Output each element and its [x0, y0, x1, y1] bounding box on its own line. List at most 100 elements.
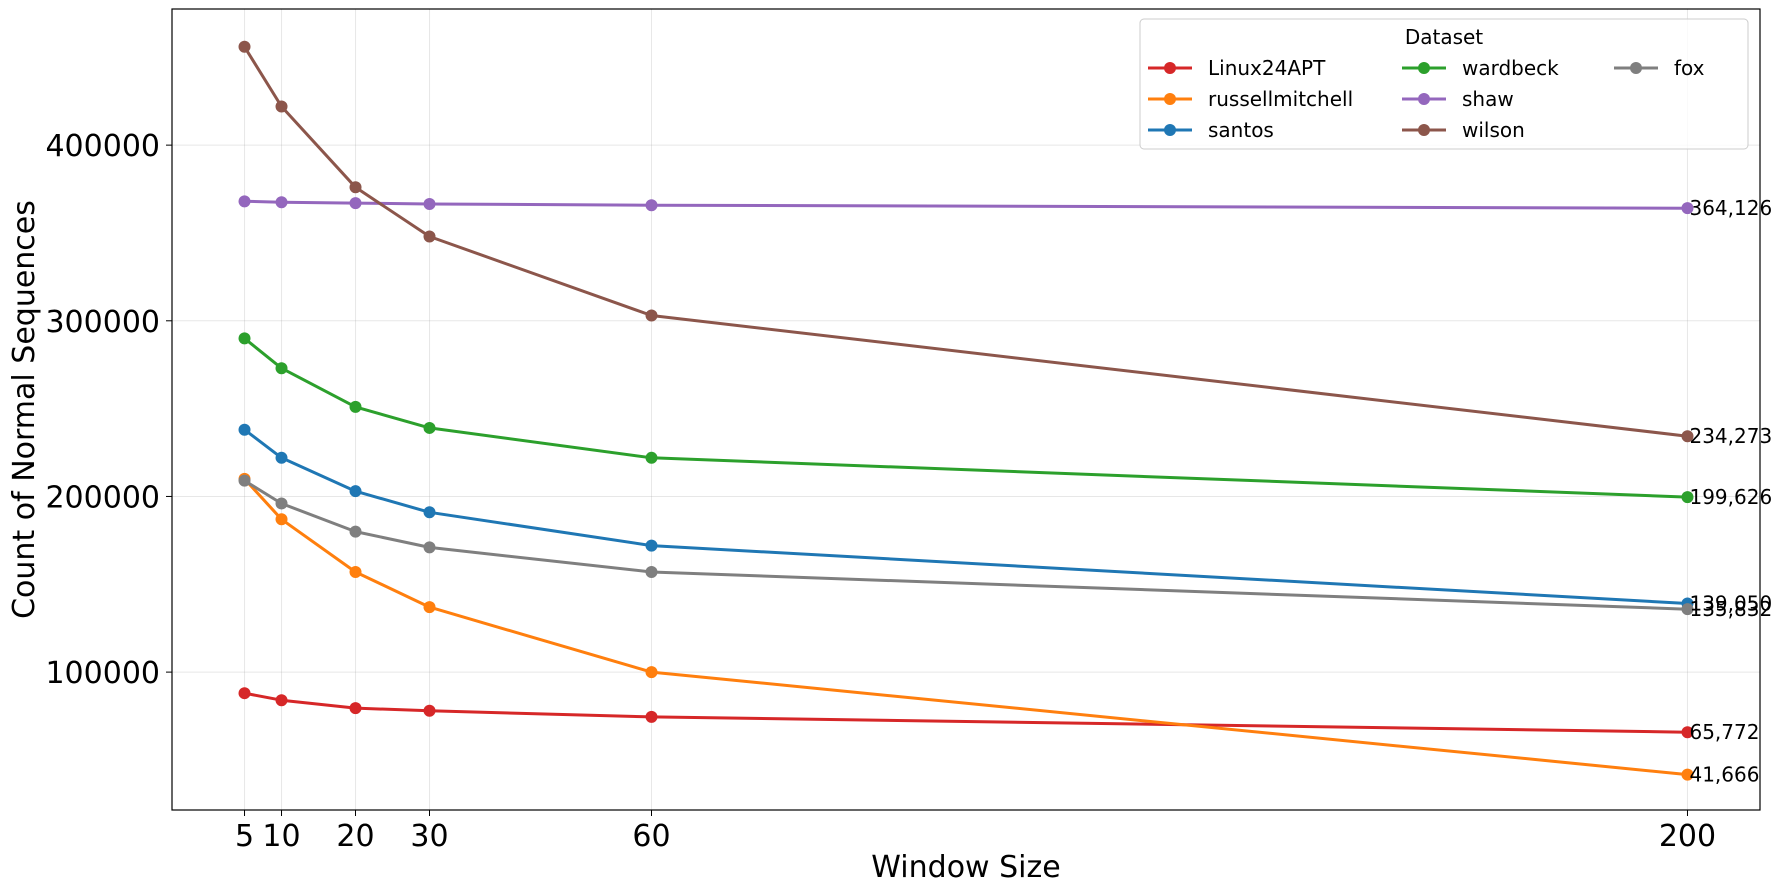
end-value-label: 65,772 — [1689, 720, 1759, 744]
legend-box — [1139, 18, 1749, 150]
data-point — [238, 195, 251, 208]
y-tick-label: 200000 — [45, 480, 160, 515]
legend-swatch-marker — [1164, 93, 1176, 105]
legend: Dataset Linux24APT russellmitchell santos w… — [1139, 18, 1749, 150]
data-point — [1681, 491, 1694, 504]
y-axis-title: Count of Normal Sequences — [7, 200, 42, 619]
data-point — [423, 421, 436, 434]
legend-label: santos — [1208, 118, 1274, 142]
data-point — [423, 506, 436, 519]
series-line — [243, 479, 1688, 611]
x-tick-label: 60 — [632, 819, 670, 854]
data-point — [238, 474, 251, 487]
legend-swatch-marker — [1418, 62, 1430, 74]
legend-label: wardbeck — [1462, 56, 1559, 80]
data-point — [275, 497, 288, 510]
y-tick-label: 100000 — [45, 656, 160, 691]
series-line — [243, 337, 1688, 499]
data-point — [349, 197, 362, 210]
data-point — [275, 196, 288, 209]
data-point — [1681, 768, 1694, 781]
x-tick-label: 200 — [1659, 819, 1716, 854]
end-value-label: 199,626 — [1689, 485, 1772, 509]
data-point — [349, 525, 362, 538]
data-point — [423, 704, 436, 717]
series-line — [243, 428, 1688, 605]
series-wardbeck — [238, 332, 1694, 504]
legend-entry-fox: fox — [1614, 56, 1705, 80]
data-point — [275, 694, 288, 707]
data-point — [349, 400, 362, 413]
legend-label: shaw — [1462, 87, 1514, 111]
x-tick-label: 30 — [410, 819, 448, 854]
legend-entry-wardbeck: wardbeck — [1402, 56, 1559, 80]
legend-title: Dataset — [1405, 25, 1483, 49]
data-point — [423, 197, 436, 210]
series-linux24apt — [238, 687, 1694, 739]
legend-entry-linux24apt: Linux24APT — [1148, 56, 1326, 80]
data-point — [423, 541, 436, 554]
data-point — [1681, 202, 1694, 215]
legend-entry-shaw: shaw — [1402, 87, 1514, 111]
end-value-label: 135,832 — [1689, 597, 1772, 621]
series-line — [243, 477, 1688, 777]
data-point — [645, 666, 658, 679]
legend-entry-santos: santos — [1148, 118, 1274, 142]
series-line — [243, 46, 1688, 438]
end-value-label: 41,666 — [1689, 763, 1759, 787]
x-axis-ticks: 5 10 20 30 60 200 — [235, 810, 1716, 854]
data-point — [349, 485, 362, 498]
legend-swatch-marker — [1418, 124, 1430, 136]
y-tick-label: 400000 — [45, 129, 160, 164]
series-santos — [238, 423, 1694, 610]
series-fox — [238, 474, 1694, 616]
data-point — [275, 100, 288, 113]
data-point — [1681, 726, 1694, 739]
data-point — [238, 40, 251, 53]
data-point — [1681, 430, 1694, 443]
end-value-label: 139,050 — [1689, 592, 1772, 616]
y-tick-label: 300000 — [45, 305, 160, 340]
legend-swatch-marker — [1164, 62, 1176, 74]
legend-label: wilson — [1462, 118, 1525, 142]
series-shaw — [238, 195, 1694, 215]
x-tick-label: 10 — [262, 819, 300, 854]
data-point — [275, 362, 288, 375]
data-point — [275, 451, 288, 464]
end-value-label: 234,273 — [1689, 424, 1772, 448]
plot-frame — [171, 8, 1761, 811]
series-line — [244, 691, 1688, 734]
data-point — [238, 332, 251, 345]
x-tick-label: 20 — [336, 819, 374, 854]
data-point — [645, 199, 658, 212]
data-point — [349, 181, 362, 194]
legend-label: russellmitchell — [1208, 87, 1353, 111]
data-point — [238, 687, 251, 700]
legend-entry-russellmitchell: russellmitchell — [1148, 87, 1353, 111]
data-point — [349, 565, 362, 578]
x-axis-title: Window Size — [871, 850, 1060, 885]
legend-entries: Linux24APT russellmitchell santos wardbeck s… — [1148, 56, 1705, 142]
series-wilson — [238, 40, 1694, 443]
data-point — [645, 710, 658, 723]
data-point — [645, 565, 658, 578]
data-point — [423, 601, 436, 614]
data-point — [645, 309, 658, 322]
legend-entry-wilson: wilson — [1402, 118, 1525, 142]
legend-swatch-marker — [1630, 62, 1642, 74]
legend-label: Linux24APT — [1208, 56, 1326, 80]
data-point — [275, 513, 288, 526]
legend-swatch-marker — [1164, 124, 1176, 136]
y-axis-ticks: 100000 200000 300000 400000 — [45, 129, 172, 691]
series-russellmitchell — [238, 472, 1694, 781]
data-point — [645, 539, 658, 552]
end-value-label: 364,126 — [1689, 196, 1772, 220]
legend-swatch-marker — [1418, 93, 1430, 105]
series-line — [244, 199, 1688, 210]
data-point — [238, 423, 251, 436]
data-point — [349, 702, 362, 715]
end-labels: 65,772 41,666 139,050 199,626 364,126 234,273… — [1689, 196, 1772, 786]
data-point — [645, 451, 658, 464]
data-point — [423, 230, 436, 243]
